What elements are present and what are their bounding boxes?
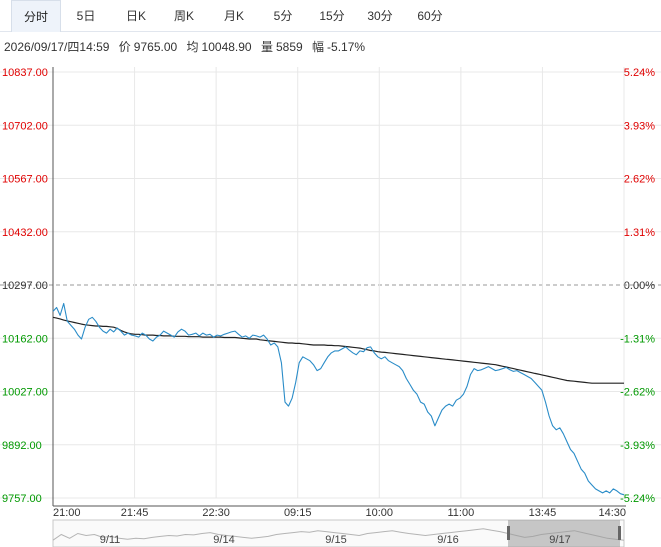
y-tick-label-right: 5.24% — [624, 67, 655, 79]
y-tick-label-left: 10297.00 — [2, 280, 48, 292]
x-tick-label: 21:00 — [53, 507, 81, 519]
tab-6[interactable]: 15分 — [319, 9, 345, 23]
y-tick-label-right: -1.31% — [620, 333, 655, 345]
period-tabs: 分时 5日 日K 周K 月K 5分 15分 30分 60分 — [0, 0, 661, 32]
navigator-handle-left — [507, 526, 510, 540]
y-tick-label-right: -2.62% — [620, 387, 655, 399]
quote-info-bar: 2026/09/17/四14:59 价 9765.00 均 10048.90 量 58… — [4, 38, 371, 55]
y-tick-label-left: 10027.00 — [2, 387, 48, 399]
y-tick-label-right: 3.93% — [624, 120, 655, 132]
tab-3[interactable]: 周K — [173, 9, 194, 23]
info-avg: 10048.90 — [201, 40, 252, 54]
y-tick-label-right: 0.00% — [624, 280, 655, 292]
y-tick-label-left: 9892.00 — [2, 440, 42, 452]
y-tick-label-right: 2.62% — [624, 174, 655, 186]
navigator-date-label: 9/14 — [213, 534, 234, 546]
navigator-date-label: 9/16 — [437, 534, 458, 546]
y-tick-label-left: 9757.00 — [2, 493, 42, 505]
y-tick-label-left: 10162.00 — [2, 333, 48, 345]
navigator-date-label: 9/15 — [325, 534, 346, 546]
x-tick-label: 22:30 — [202, 507, 230, 519]
y-tick-label-right: -5.24% — [620, 493, 655, 505]
y-tick-label-right: -3.93% — [620, 440, 655, 452]
y-tick-label-left: 10432.00 — [2, 227, 48, 239]
tab-4[interactable]: 月K — [223, 9, 244, 23]
y-tick-label-left: 10702.00 — [2, 120, 48, 132]
info-price: 9765.00 — [133, 40, 178, 54]
info-vol: 5859 — [275, 40, 303, 54]
info-datetime: 2026/09/17/四14:59 — [4, 40, 110, 54]
tab-5[interactable]: 5分 — [273, 9, 293, 23]
tab-8[interactable]: 60分 — [417, 9, 443, 23]
x-tick-label: 10:00 — [366, 507, 394, 519]
x-tick-label: 13:45 — [529, 507, 557, 519]
tab-0[interactable]: 分时 — [11, 0, 61, 32]
tab-7[interactable]: 30分 — [367, 9, 393, 23]
navigator-date-label: 9/17 — [549, 534, 570, 546]
navigator-date-label: 9/11 — [100, 534, 121, 546]
info-price-label: 价 — [118, 40, 131, 54]
x-tick-label: 09:15 — [284, 507, 312, 519]
y-tick-label-left: 10837.00 — [2, 67, 48, 79]
info-chg-label: 幅 — [312, 40, 325, 54]
x-tick-label: 21:45 — [121, 507, 149, 519]
y-tick-label-left: 10567.00 — [2, 174, 48, 186]
info-chg: -5.17% — [327, 40, 366, 54]
y-tick-label-right: 1.31% — [624, 227, 655, 239]
info-avg-label: 均 — [186, 40, 199, 54]
navigator-handle-right — [618, 526, 621, 540]
avg-price-line — [52, 316, 624, 384]
x-tick-label: 11:00 — [447, 507, 474, 519]
price-line — [52, 302, 625, 496]
x-tick-label: 14:30 — [598, 507, 626, 519]
tab-2[interactable]: 日K — [125, 9, 146, 23]
info-vol-label: 量 — [260, 40, 273, 54]
navigator-selection — [508, 520, 620, 547]
tab-1[interactable]: 5日 — [76, 9, 96, 23]
